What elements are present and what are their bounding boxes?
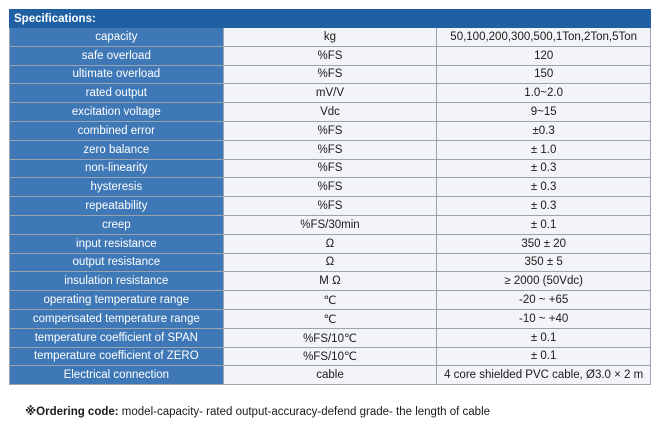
param-cell: input resistance [9,233,224,254]
table-row: operating temperature range ℃ -20 ~ +65 [9,290,651,310]
value-cell: 150 [436,64,651,85]
unit-cell: %FS/30min [222,214,438,235]
param-cell: rated output [9,83,224,104]
unit-cell: %FS [222,64,438,85]
param-cell: operating temperature range [9,290,224,310]
unit-cell: cable [222,365,438,386]
table-row: capacity kg 50,100,200,300,500,1Ton,2Ton,5… [9,27,651,47]
param-cell: Electrical connection [9,365,224,386]
table-row: temperature coefficient of SPAN %FS/10℃ ± … [9,327,651,348]
value-cell: ± 0.3 [436,196,651,216]
value-cell: ±0.3 [436,120,651,141]
param-cell: hysteresis [9,177,224,198]
unit-cell: %FS [222,120,438,141]
param-cell: zero balance [9,139,224,160]
value-cell: 1.0~2.0 [436,83,651,104]
param-cell: output resistance [9,252,224,273]
unit-cell: %FS/10℃ [222,346,438,367]
table-row: Electrical connection cable 4 core shielde… [9,365,651,386]
param-cell: capacity [9,27,224,47]
value-cell: 350 ± 20 [436,233,651,254]
param-cell: non-linearity [9,158,224,179]
table-row: compensated temperature range ℃ -10 ~ +40 [9,308,651,329]
ordering-code-label: ※Ordering code: [25,406,119,418]
table-header-row: Specifications: [9,9,651,28]
value-cell: -10 ~ +40 [436,308,651,329]
unit-cell: %FS/10℃ [222,327,438,348]
param-cell: temperature coefficient of ZERO [9,346,224,367]
ordering-code-text: model-capacity- rated output-accuracy-de… [118,406,491,418]
value-cell: -20 ~ +65 [436,290,651,310]
unit-cell: %FS [222,139,438,160]
table-row: input resistance Ω 350 ± 20 [9,233,651,254]
param-cell: temperature coefficient of SPAN [9,327,224,348]
unit-cell: M Ω [222,271,438,292]
table-row: insulation resistance M Ω ≥ 2000 (50Vdc) [9,271,651,292]
value-cell: 9~15 [436,102,651,122]
table-row: hysteresis %FS ± 0.3 [9,177,651,198]
specifications-title: Specifications: [9,9,651,28]
param-cell: creep [9,214,224,235]
unit-cell: ℃ [222,290,438,310]
table-row: output resistance Ω 350 ± 5 [9,252,651,273]
table-row: excitation voltage Vdc 9~15 [9,102,651,122]
value-cell: ± 0.3 [436,158,651,179]
ordering-code-note: ※Ordering code: model-capacity- rated ou… [25,404,490,418]
value-cell: ± 0.1 [436,214,651,235]
param-cell: ultimate overload [9,64,224,85]
param-cell: compensated temperature range [9,308,224,329]
value-cell: ≥ 2000 (50Vdc) [436,271,651,292]
specifications-table: Specifications: capacity kg 50,100,200,300… [9,9,651,386]
value-cell: ± 0.1 [436,346,651,367]
param-cell: combined error [9,120,224,141]
unit-cell: %FS [222,158,438,179]
value-cell: ± 0.1 [436,327,651,348]
value-cell: ± 1.0 [436,139,651,160]
param-cell: insulation resistance [9,271,224,292]
unit-cell: Ω [222,233,438,254]
unit-cell: %FS [222,196,438,216]
value-cell: 4 core shielded PVC cable, Ø3.0 × 2 m [436,365,651,386]
table-row: ultimate overload %FS 150 [9,64,651,85]
table-row: non-linearity %FS ± 0.3 [9,158,651,179]
unit-cell: %FS [222,177,438,198]
table-row: repeatability %FS ± 0.3 [9,196,651,216]
unit-cell: mV/V [222,83,438,104]
table-row: rated output mV/V 1.0~2.0 [9,83,651,104]
value-cell: 120 [436,45,651,66]
table-row: zero balance %FS ± 1.0 [9,139,651,160]
table-row: temperature coefficient of ZERO %FS/10℃ ± … [9,346,651,367]
unit-cell: %FS [222,45,438,66]
unit-cell: kg [222,27,438,47]
table-row: combined error %FS ±0.3 [9,120,651,141]
value-cell: 350 ± 5 [436,252,651,273]
table-row: creep %FS/30min ± 0.1 [9,214,651,235]
unit-cell: Vdc [222,102,438,122]
param-cell: repeatability [9,196,224,216]
param-cell: safe overload [9,45,224,66]
unit-cell: ℃ [222,308,438,329]
table-row: safe overload %FS 120 [9,45,651,66]
value-cell: ± 0.3 [436,177,651,198]
unit-cell: Ω [222,252,438,273]
param-cell: excitation voltage [9,102,224,122]
value-cell: 50,100,200,300,500,1Ton,2Ton,5Ton [436,27,651,47]
